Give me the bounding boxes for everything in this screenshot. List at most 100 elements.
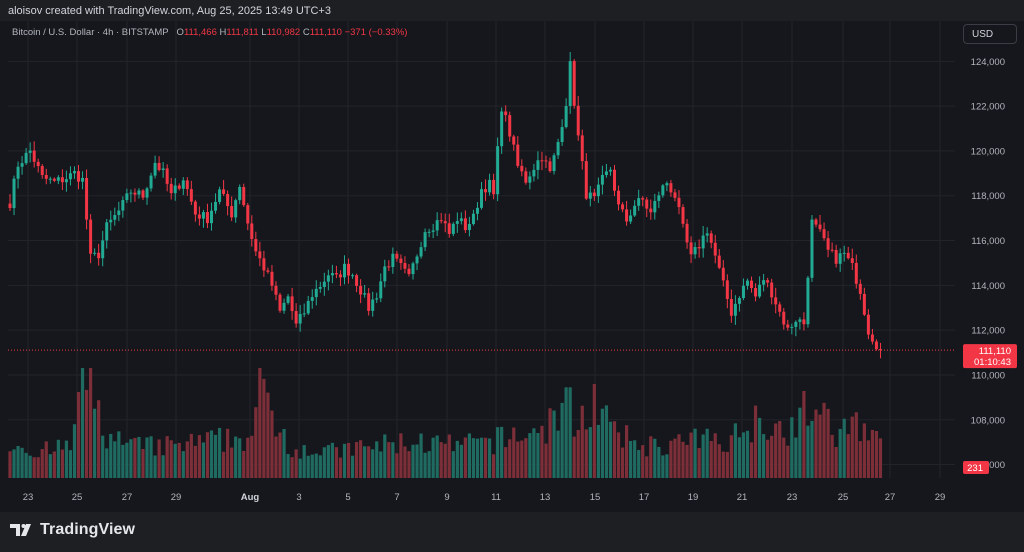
volume-bar	[20, 447, 24, 478]
volume-bar	[637, 450, 641, 478]
volume-bar	[721, 451, 725, 478]
volume-bar	[431, 437, 435, 478]
candle-body	[282, 302, 286, 311]
candle-body	[12, 178, 16, 209]
volume-bar	[528, 433, 532, 478]
last-price-label: 111,110	[979, 346, 1011, 357]
price-tick-label: 116,000	[971, 236, 1005, 247]
candle-body	[371, 299, 375, 311]
volume-bar	[427, 451, 431, 478]
candle-body	[705, 233, 709, 236]
price-tick-label: 118,000	[971, 191, 1005, 202]
candle-body	[693, 247, 697, 255]
candle-body	[56, 177, 60, 181]
candle-body	[314, 288, 318, 298]
volume-bar	[217, 427, 222, 478]
volume-bar	[213, 434, 218, 478]
volume-bar	[552, 410, 556, 478]
time-tick-label: 23	[787, 492, 798, 503]
volume-bar	[467, 433, 472, 478]
volume-bar	[221, 451, 226, 478]
candle-body	[266, 270, 270, 272]
price-chart[interactable]: 106,000108,000110,000112,000114,000116,0…	[0, 21, 1024, 512]
candle-body	[508, 115, 512, 137]
volume-bar	[258, 368, 262, 478]
volume-badge	[963, 461, 989, 474]
candle-body	[72, 171, 76, 174]
price-axis: 106,000108,000110,000112,000114,000116,0…	[971, 57, 1005, 471]
candle-body	[556, 141, 560, 156]
volume-bar	[564, 387, 568, 478]
candle-body	[407, 268, 411, 275]
volume-bar	[12, 449, 16, 478]
volume-label: 231	[967, 463, 983, 474]
volume-bar	[568, 387, 572, 478]
volume-bar	[866, 440, 870, 478]
volume-bar	[463, 437, 467, 478]
volume-bar	[354, 442, 359, 478]
time-tick-label: Aug	[241, 492, 260, 503]
candle-body	[641, 198, 645, 200]
candle-body	[653, 200, 657, 213]
volume-bar	[737, 437, 742, 478]
volume-bar	[741, 432, 746, 478]
volume-bar	[814, 409, 818, 478]
candle-body	[455, 221, 459, 224]
volume-bar	[798, 407, 802, 478]
candle-body	[298, 314, 302, 324]
candle-body	[125, 193, 129, 201]
volume-bar	[44, 441, 48, 478]
last-price-badge	[963, 344, 1017, 369]
candle-body	[608, 169, 612, 172]
candle-body	[145, 188, 149, 198]
candle-body	[802, 319, 806, 325]
attribution-bar: aloisov created with TradingView.com, Au…	[0, 0, 1024, 21]
volume-bar	[121, 444, 125, 478]
candle-body	[834, 249, 838, 264]
price-tick-label: 120,000	[971, 146, 1005, 157]
volume-bar	[705, 428, 709, 478]
candle-body	[572, 61, 576, 106]
candle-body	[854, 262, 858, 284]
candle-body	[355, 275, 359, 286]
candle-body	[471, 213, 475, 225]
time-tick-label: 7	[394, 492, 399, 503]
candle-body	[762, 280, 766, 285]
time-tick-label: 29	[171, 492, 182, 503]
volume-bar	[733, 423, 737, 478]
candle-body	[625, 209, 629, 222]
candle-body	[8, 203, 12, 209]
volume-bar	[177, 442, 181, 478]
volume-bar	[40, 449, 44, 478]
volume-bar	[818, 414, 822, 478]
candle-body	[129, 192, 133, 194]
candle-body	[210, 210, 213, 224]
candle-body	[431, 230, 435, 232]
candle-body	[48, 178, 52, 180]
time-tick-label: 21	[737, 492, 748, 503]
candle-body	[36, 161, 40, 167]
volume-bar	[52, 451, 56, 478]
chart-area[interactable]: 106,000108,000110,000112,000114,000116,0…	[0, 21, 1024, 512]
volume-bar	[834, 447, 838, 478]
candle-body	[528, 176, 532, 183]
tradingview-logo[interactable]: TradingView	[10, 520, 135, 540]
volume-bar	[109, 433, 113, 478]
candle-body	[157, 162, 161, 171]
candle-body	[379, 281, 383, 299]
volume-bar	[850, 416, 854, 478]
volume-bar	[415, 444, 419, 478]
candle-body	[302, 313, 306, 315]
currency-button[interactable]: USD	[963, 24, 1017, 44]
volume-bar	[580, 405, 584, 478]
candle-body	[536, 160, 540, 170]
candle-body	[629, 215, 633, 222]
volume-bar	[298, 458, 302, 478]
volume-bar	[149, 436, 153, 478]
candle-body	[226, 193, 230, 207]
price-tick-label: 114,000	[971, 281, 1005, 292]
volume-bar	[745, 430, 750, 478]
candle-body	[286, 296, 290, 303]
time-tick-label: 27	[122, 492, 133, 503]
